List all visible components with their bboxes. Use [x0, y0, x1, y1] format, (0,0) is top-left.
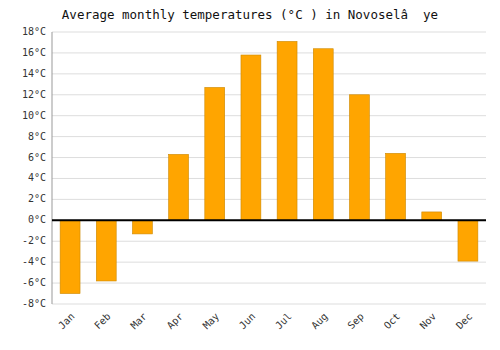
x-axis: Jan Feb Mar Apr May Jun Jul Aug Sep Oct Nov Dec: [56, 311, 474, 332]
y-tick-label: 12°C: [22, 89, 46, 100]
grid-line: [52, 199, 486, 200]
y-tick-label: -2°C: [22, 235, 46, 246]
bars: [60, 41, 478, 293]
x-tick-label: Jun: [237, 311, 258, 332]
grid-line: [52, 73, 486, 74]
bar: [96, 220, 116, 281]
y-tick-label: 6°C: [28, 152, 46, 163]
x-tick-label: Mar: [128, 311, 149, 332]
grid-line: [52, 32, 486, 33]
y-tick-label: 2°C: [28, 193, 46, 204]
x-tick-label: Jul: [273, 311, 294, 332]
x-tick-label: Dec: [454, 311, 475, 332]
bar: [422, 212, 442, 220]
x-tick-label: Aug: [309, 311, 330, 332]
bar: [169, 154, 189, 220]
x-tick-label: May: [201, 311, 222, 332]
bar: [386, 153, 406, 220]
grid-line: [52, 52, 486, 53]
grid-line: [52, 241, 486, 242]
grid-line: [52, 262, 486, 263]
grid-line: [52, 94, 486, 95]
grid-line: [52, 157, 486, 158]
y-tick-label: 18°C: [22, 26, 46, 37]
x-tick-label: Oct: [382, 311, 403, 332]
y-tick-label: -6°C: [22, 277, 46, 288]
y-tick-label: 4°C: [28, 172, 46, 183]
chart-container: -8°C -6°C -4°C -2°C 0°C 2°C 4°C 6°C 8°C 10°C 12°C 1…: [0, 0, 500, 350]
bar: [349, 95, 369, 221]
grid-line: [52, 283, 486, 284]
x-tick-label: Apr: [165, 311, 186, 332]
y-axis-line: [52, 32, 53, 304]
y-tick-label: 16°C: [22, 47, 46, 58]
grid-line: [52, 136, 486, 137]
bar: [132, 220, 152, 234]
y-tick-label: 10°C: [22, 110, 46, 121]
grid: [52, 32, 486, 304]
chart: -8°C -6°C -4°C -2°C 0°C 2°C 4°C 6°C 8°C 10°C 12°C 1…: [0, 0, 500, 350]
x-tick-label: Sep: [345, 311, 366, 332]
bar: [205, 87, 225, 220]
y-tick-label: -8°C: [22, 298, 46, 309]
grid-line: [52, 220, 486, 221]
bar: [241, 55, 261, 220]
grid-line: [52, 304, 486, 305]
bar: [458, 220, 478, 261]
bar: [277, 41, 297, 220]
y-axis: -8°C -6°C -4°C -2°C 0°C 2°C 4°C 6°C 8°C 10°C 12°C 1…: [22, 26, 46, 309]
grid-line: [52, 178, 486, 179]
y-tick-label: 8°C: [28, 131, 46, 142]
grid-line: [52, 115, 486, 116]
zero-line: [52, 219, 486, 221]
x-tick-label: Nov: [418, 311, 439, 332]
bar: [60, 220, 80, 293]
title: Average monthly temperatures (°C ) in No…: [62, 7, 438, 22]
bar: [313, 49, 333, 221]
x-tick-label: Jan: [56, 311, 77, 332]
x-tick-label: Feb: [92, 311, 113, 332]
y-tick-label: 0°C: [28, 214, 46, 225]
y-tick-label: -4°C: [22, 256, 46, 267]
y-tick-label: 14°C: [22, 68, 46, 79]
